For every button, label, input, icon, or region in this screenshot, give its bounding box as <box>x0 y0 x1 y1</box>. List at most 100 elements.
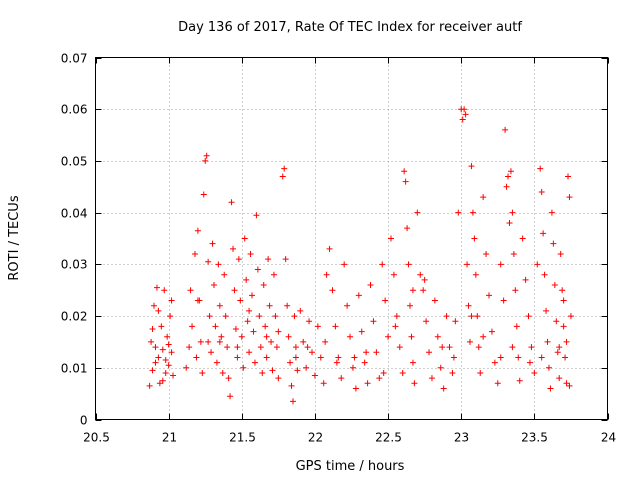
data-point <box>565 173 572 180</box>
data-point <box>446 344 453 351</box>
data-point <box>556 375 563 382</box>
y-axis-label: ROTI / TECUs <box>7 195 22 280</box>
data-point <box>247 251 254 258</box>
data-point <box>519 235 526 242</box>
data-point <box>417 271 424 278</box>
data-point <box>200 191 207 198</box>
data-point <box>167 313 174 320</box>
data-point <box>165 362 172 369</box>
data-point <box>289 398 296 405</box>
data-point <box>551 282 558 289</box>
data-point <box>379 261 386 268</box>
data-point <box>228 199 235 206</box>
data-point <box>382 297 389 304</box>
data-point <box>355 292 362 299</box>
data-point <box>421 276 428 283</box>
data-point <box>149 367 156 374</box>
data-point <box>246 349 253 356</box>
data-point <box>534 261 541 268</box>
data-point <box>480 194 487 201</box>
x-tick-label: 23 <box>454 431 469 445</box>
y-tick-label: 0 <box>80 414 88 428</box>
data-point <box>439 344 446 351</box>
data-point <box>292 344 299 351</box>
data-point <box>322 338 329 345</box>
data-point <box>543 307 550 314</box>
data-point <box>512 287 519 294</box>
data-point <box>162 369 169 376</box>
data-point <box>215 261 222 268</box>
data-point <box>246 307 253 314</box>
data-point <box>347 333 354 340</box>
data-point <box>165 341 172 348</box>
data-point <box>253 212 260 219</box>
data-point <box>197 338 204 345</box>
data-point <box>281 165 288 172</box>
data-point <box>547 385 554 392</box>
data-point <box>224 344 231 351</box>
y-tick-label: 0.01 <box>61 362 88 376</box>
data-point <box>263 333 270 340</box>
data-point <box>186 344 193 351</box>
data-point <box>333 359 340 366</box>
data-point <box>151 302 158 309</box>
data-point <box>279 173 286 180</box>
data-points <box>146 106 574 405</box>
data-point <box>509 344 516 351</box>
data-point <box>306 318 313 325</box>
data-point <box>266 302 273 309</box>
data-point <box>426 349 433 356</box>
data-point <box>268 338 275 345</box>
data-point <box>545 364 552 371</box>
data-point <box>399 369 406 376</box>
data-point <box>502 126 509 133</box>
data-point <box>311 372 318 379</box>
data-point <box>364 380 371 387</box>
data-point <box>203 152 210 159</box>
data-point <box>309 349 316 356</box>
data-point <box>404 225 411 232</box>
data-point <box>506 219 513 226</box>
plot-frame <box>95 57 608 420</box>
data-point <box>494 380 501 387</box>
data-point <box>304 344 311 351</box>
data-point <box>249 292 256 299</box>
data-point <box>216 302 223 309</box>
data-point <box>563 380 570 387</box>
data-point <box>335 354 342 361</box>
data-point <box>393 313 400 320</box>
data-point <box>234 354 241 361</box>
data-point <box>168 297 175 304</box>
data-point <box>225 375 232 382</box>
data-point <box>291 313 298 320</box>
data-point <box>260 282 267 289</box>
data-point <box>540 230 547 237</box>
data-point <box>257 344 264 351</box>
data-point <box>380 369 387 376</box>
data-point <box>202 157 209 164</box>
data-point <box>466 338 473 345</box>
data-point <box>216 338 223 345</box>
data-point <box>222 313 229 320</box>
data-point <box>292 354 299 361</box>
data-point <box>515 354 522 361</box>
data-point <box>541 271 548 278</box>
x-axis: 20.5 21 21.5 22 22.5 23 23.5 24 <box>83 57 616 445</box>
data-point <box>294 367 301 374</box>
data-point <box>323 271 330 278</box>
data-point <box>237 297 244 304</box>
data-point <box>320 380 327 387</box>
data-point <box>510 251 517 258</box>
data-point <box>563 338 570 345</box>
data-point <box>158 323 165 330</box>
data-point <box>459 116 466 123</box>
data-point <box>168 349 175 356</box>
data-point <box>230 245 237 252</box>
data-point <box>559 287 566 294</box>
data-point <box>468 313 475 320</box>
data-point <box>344 302 351 309</box>
data-point <box>522 276 529 283</box>
data-point <box>232 326 239 332</box>
data-point <box>288 382 295 389</box>
data-point <box>338 375 345 382</box>
